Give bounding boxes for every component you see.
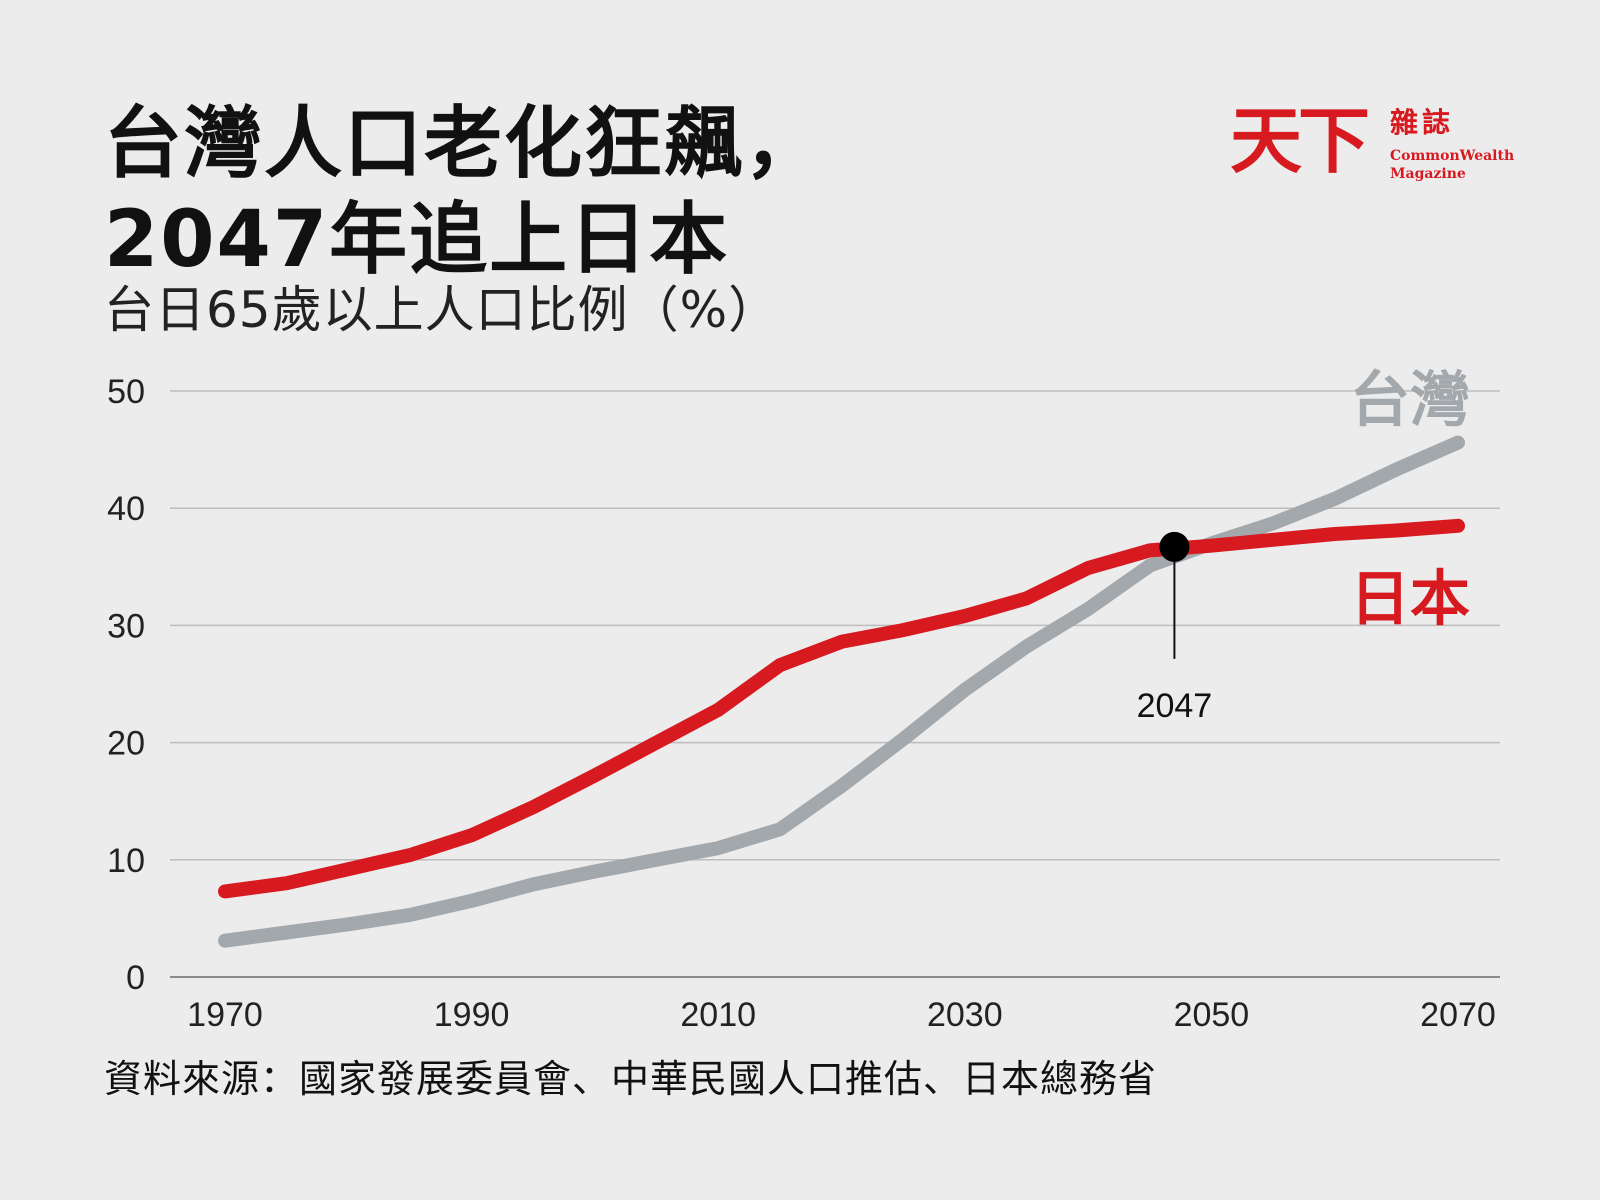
series-label-japan: 日本 [1350, 565, 1470, 635]
title-line-2: 2047年追上日本 [104, 195, 730, 285]
x-tick-label: 1970 [187, 996, 263, 1034]
y-tick-label: 50 [107, 373, 145, 411]
y-tick-label: 0 [126, 959, 145, 997]
title-line-1: 台灣人口老化狂飆， [104, 99, 825, 189]
series-line-japan [218, 518, 1465, 899]
series-line-taiwan [218, 435, 1465, 948]
y-tick-label: 40 [107, 490, 145, 528]
series-label-taiwan: 台灣 [1350, 365, 1470, 435]
y-tick-label: 20 [107, 725, 145, 763]
chart-subtitle: 台日65歲以上人口比例（%） [104, 281, 780, 339]
y-tick-label: 30 [107, 607, 145, 645]
y-tick-label: 10 [107, 842, 145, 880]
chart-title: 台灣人口老化狂飆， 2047年追上日本 [104, 96, 824, 288]
crossing-point [1159, 531, 1190, 562]
x-tick-label: 2010 [680, 996, 756, 1034]
x-tick-label: 1990 [434, 996, 510, 1034]
logo-name-en-1: CommonWealth [1390, 148, 1515, 164]
x-tick-label: 2030 [927, 996, 1003, 1034]
source-note: 資料來源：國家發展委員會、中華民國人口推估、日本總務省 [104, 1057, 1158, 1101]
crossing-year-label: 2047 [1137, 687, 1213, 725]
logo-name-en-2: Magazine [1390, 166, 1466, 182]
x-tick-label: 2050 [1174, 996, 1250, 1034]
commonwealth-logo: 天下 雜誌 CommonWealth Magazine [1230, 98, 1514, 196]
logo-name-cn: 雜誌 [1390, 106, 1455, 139]
x-tick-label: 2070 [1420, 996, 1496, 1034]
logo-mark: 天下 [1230, 98, 1370, 183]
